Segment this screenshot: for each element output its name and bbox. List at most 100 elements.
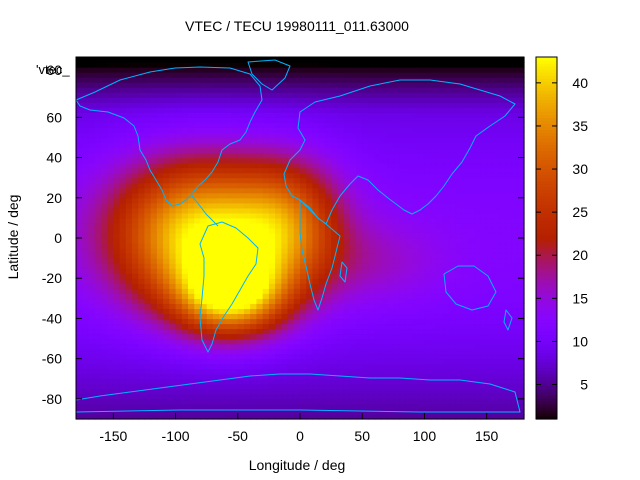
heatmap-cell: [455, 187, 463, 194]
heatmap-cell: [374, 107, 382, 113]
heatmap-cell: [368, 62, 376, 68]
heatmap-cell: [181, 303, 189, 309]
heatmap-cell: [281, 258, 289, 264]
heatmap-cell: [125, 192, 133, 199]
heatmap-cell: [318, 338, 326, 345]
heatmap-cell: [312, 353, 320, 360]
heatmap-cell: [237, 268, 245, 274]
heatmap-cell: [175, 293, 183, 299]
heatmap-cell: [212, 403, 220, 410]
heatmap-cell: [331, 293, 338, 299]
heatmap-cell: [82, 132, 90, 139]
heatmap-cell: [324, 263, 332, 269]
heatmap-cell: [349, 167, 357, 174]
heatmap-cell: [175, 248, 183, 254]
heatmap-cell: [343, 132, 351, 139]
heatmap-cell: [380, 162, 388, 169]
heatmap-cell: [461, 222, 469, 229]
heatmap-cell: [343, 127, 351, 134]
heatmap-cell: [206, 207, 214, 214]
heatmap-cell: [281, 192, 289, 199]
heatmap-cell: [100, 323, 108, 330]
heatmap-cell: [82, 147, 90, 154]
heatmap-cell: [188, 102, 195, 108]
heatmap-cell: [461, 413, 469, 420]
heatmap-cell: [399, 383, 407, 390]
heatmap-cell: [100, 363, 108, 370]
heatmap-cell: [200, 82, 208, 88]
heatmap-cell: [293, 308, 301, 315]
heatmap-cell: [412, 167, 419, 174]
heatmap-cell: [399, 313, 407, 320]
heatmap-cell: [362, 137, 370, 144]
heatmap-cell: [356, 72, 363, 78]
heatmap-cell: [374, 122, 382, 128]
heatmap-cell: [418, 268, 426, 274]
heatmap-cell: [368, 167, 376, 174]
heatmap-cell: [231, 373, 239, 380]
heatmap-cell: [368, 112, 376, 118]
heatmap-cell: [163, 167, 170, 174]
heatmap-cell: [368, 288, 376, 294]
heatmap-cell: [107, 353, 114, 360]
heatmap-cell: [324, 333, 332, 340]
heatmap-cell: [107, 338, 114, 345]
heatmap-cell: [480, 72, 488, 78]
heatmap-cell: [368, 82, 376, 88]
heatmap-cell: [268, 268, 276, 274]
heatmap-cell: [436, 378, 444, 385]
heatmap-cell: [362, 132, 370, 139]
heatmap-cell: [194, 403, 202, 410]
heatmap-cell: [113, 408, 121, 415]
heatmap-cell: [418, 102, 426, 108]
heatmap-cell: [412, 248, 419, 254]
heatmap-cell: [262, 358, 270, 365]
heatmap-cell: [163, 72, 170, 78]
heatmap-cell: [324, 323, 332, 330]
heatmap-cell: [331, 207, 338, 214]
heatmap-cell: [293, 202, 301, 209]
heatmap-cell: [169, 373, 177, 380]
heatmap-cell: [312, 227, 320, 234]
heatmap-cell: [343, 137, 351, 144]
heatmap-cell: [250, 323, 258, 330]
heatmap-cell: [480, 172, 488, 179]
heatmap-cell: [244, 122, 251, 128]
heatmap-cell: [343, 238, 351, 244]
heatmap-cell: [412, 273, 419, 279]
heatmap-cell: [244, 408, 251, 415]
heatmap-cell: [374, 398, 382, 405]
heatmap-cell: [405, 368, 413, 375]
heatmap-cell: [430, 313, 438, 320]
heatmap-cell: [132, 232, 139, 239]
heatmap-cell: [499, 253, 506, 259]
heatmap-cell: [343, 207, 351, 214]
heatmap-cell: [486, 398, 494, 405]
heatmap-cell: [132, 77, 139, 83]
heatmap-cell: [480, 207, 488, 214]
heatmap-cell: [468, 358, 475, 365]
heatmap-cell: [88, 368, 96, 375]
heatmap-cell: [324, 393, 332, 400]
heatmap-cell: [132, 318, 139, 325]
heatmap-cell: [362, 328, 370, 335]
heatmap-cell: [293, 318, 301, 325]
heatmap-cell: [436, 318, 444, 325]
heatmap-cell: [443, 258, 450, 264]
heatmap-cell: [443, 227, 450, 234]
heatmap-cell: [380, 147, 388, 154]
heatmap-cell: [287, 187, 295, 194]
heatmap-cell: [486, 348, 494, 355]
heatmap-cell: [144, 288, 152, 294]
heatmap-cell: [181, 383, 189, 390]
heatmap-cell: [100, 112, 108, 118]
heatmap-cell: [306, 147, 314, 154]
heatmap-cell: [486, 258, 494, 264]
heatmap-cell: [88, 172, 96, 179]
heatmap-cell: [474, 253, 482, 259]
heatmap-cell: [150, 358, 158, 365]
heatmap-cell: [144, 212, 152, 219]
heatmap-cell: [312, 313, 320, 320]
heatmap-cell: [387, 92, 394, 98]
heatmap-cell: [455, 157, 463, 164]
